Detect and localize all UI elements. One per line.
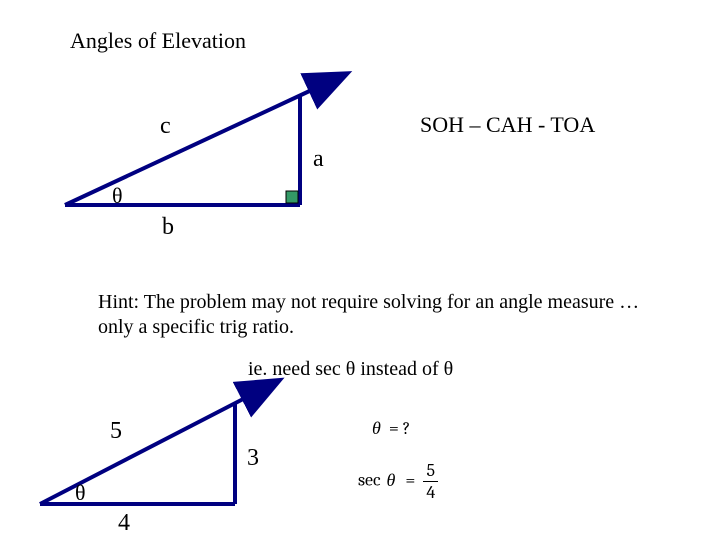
equation-theta: θ = ? — [372, 418, 410, 439]
tri2-label-hyp: 5 — [110, 418, 122, 445]
eq-sec-den: 4 — [423, 481, 438, 503]
eq-theta-rhs: = ? — [389, 418, 411, 439]
eq-sec-fn: sec — [358, 470, 381, 491]
eq-sec-num: 5 — [423, 460, 438, 481]
tri2-label-angle: θ — [75, 480, 86, 506]
eq-sec-frac: 5 4 — [423, 460, 438, 503]
tri2-label-opp: 3 — [247, 445, 259, 472]
eq-theta-lhs: θ — [372, 418, 381, 439]
tri2-label-adj: 4 — [118, 510, 130, 537]
equation-sec: sec θ = 5 4 — [358, 460, 438, 503]
eq-sec-arg: θ — [387, 470, 396, 491]
triangle-2-diagram — [0, 0, 720, 540]
eq-sec-eq: = — [405, 470, 415, 491]
